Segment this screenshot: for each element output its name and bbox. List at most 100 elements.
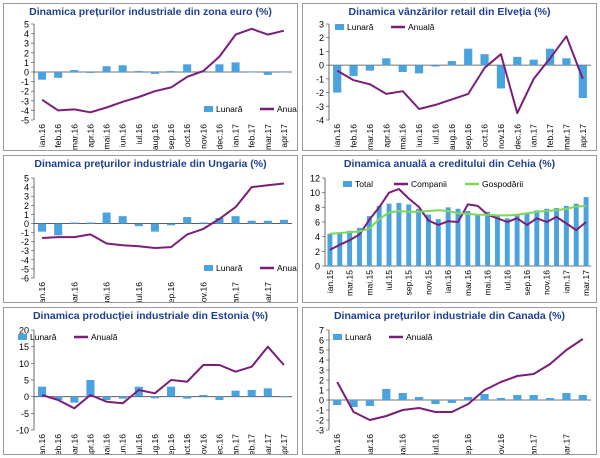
- x-tick-label: sep.16: [463, 124, 473, 150]
- x-tick-label: iul.16: [430, 434, 440, 455]
- bar-lunară: [349, 400, 358, 407]
- bar-lunară: [231, 216, 240, 224]
- y-tick-label: -6: [21, 274, 29, 284]
- bar-lunară: [118, 65, 127, 72]
- x-tick-label: apr.17: [578, 124, 588, 148]
- x-tick-label: sep.16: [166, 282, 176, 303]
- bar-total: [357, 227, 362, 266]
- line-anuală: [42, 182, 285, 249]
- x-tick-label: iul.16: [430, 124, 440, 145]
- y-tick-label: 10: [310, 188, 320, 198]
- x-tick-label: ian.17: [561, 270, 571, 293]
- x-tick-label: feb.17: [247, 124, 257, 148]
- chart-title: Dinamica prețurilor industriale din zona…: [29, 6, 272, 18]
- y-tick-label: 5: [24, 174, 29, 184]
- x-tick-label: mar.16: [463, 270, 473, 296]
- y-tick-label: -2: [316, 88, 324, 98]
- bar-lunară: [199, 395, 208, 397]
- bar-lunară: [215, 64, 224, 72]
- bar-total: [475, 214, 481, 266]
- bar-lunară: [70, 222, 79, 224]
- x-tick-label: mar.16: [365, 124, 375, 150]
- chart-panel-1: Dinamica prețurilor industriale din zona…: [3, 3, 298, 151]
- x-tick-label: mai.16: [483, 270, 493, 296]
- bar-total: [524, 212, 530, 266]
- y-tick-label: 3: [319, 20, 324, 30]
- bar-lunară: [447, 61, 456, 66]
- x-tick-label: ian.16: [332, 124, 342, 147]
- line-companii: [329, 188, 587, 251]
- x-tick-label: mai.16: [102, 282, 112, 303]
- y-tick-label: 20: [19, 326, 29, 336]
- bar-lunară: [562, 58, 571, 66]
- bar-total: [337, 232, 343, 266]
- bar-total: [435, 219, 441, 266]
- x-tick-label: feb.16: [53, 434, 63, 455]
- legend-label: Gospodării: [482, 179, 523, 189]
- bar-total: [583, 197, 589, 266]
- bar-lunară: [480, 394, 489, 400]
- bar-lunară: [183, 396, 192, 399]
- x-tick-label: ian.16: [37, 124, 47, 147]
- bar-lunară: [167, 386, 176, 397]
- x-tick-label: feb.16: [349, 124, 359, 148]
- line-gospodării: [329, 204, 587, 235]
- y-tick-label: -3: [21, 96, 29, 106]
- bar-lunară: [134, 71, 143, 72]
- bar-lunară: [167, 71, 176, 72]
- x-tick-label: nov.16: [198, 282, 208, 303]
- x-tick-label: nov.15: [423, 270, 433, 295]
- y-tick-label: -3: [316, 102, 324, 112]
- bar-lunară: [529, 395, 538, 400]
- y-tick-label: 2: [319, 376, 324, 386]
- x-tick-label: apr.16: [85, 434, 95, 455]
- bar-lunară: [414, 397, 424, 400]
- y-tick-label: 0: [24, 392, 29, 402]
- bar-lunară: [70, 396, 79, 403]
- bar-lunară: [382, 389, 391, 400]
- legend-swatch: [335, 24, 344, 30]
- y-tick-label: 1: [319, 386, 324, 396]
- legend-label: Anuală: [277, 104, 298, 114]
- x-tick-label: ian.17: [529, 434, 539, 455]
- x-tick-label: nov.16: [198, 434, 208, 455]
- bar-total: [416, 208, 422, 266]
- bar-total: [465, 211, 471, 266]
- x-tick-label: oct.16: [480, 124, 490, 147]
- legend-swatch: [204, 265, 213, 271]
- x-tick-label: mai.16: [398, 434, 408, 455]
- x-tick-label: nov.16: [542, 270, 552, 295]
- bar-lunară: [38, 386, 47, 397]
- bar-lunară: [150, 396, 159, 399]
- bar-lunară: [513, 56, 522, 66]
- legend-swatch: [204, 106, 213, 112]
- bar-lunară: [38, 72, 47, 80]
- line-anuală: [336, 338, 584, 421]
- bar-lunară: [215, 218, 224, 224]
- x-tick-label: mai.16: [102, 434, 112, 455]
- x-tick-label: mar.17: [263, 434, 273, 455]
- bar-total: [485, 211, 491, 266]
- y-tick-label: 0: [24, 219, 29, 229]
- bar-lunară: [398, 393, 407, 400]
- legend-swatch: [333, 334, 342, 340]
- x-tick-label: mai.16: [102, 124, 112, 150]
- y-tick-label: 1: [24, 58, 29, 68]
- chart-title: Dinamica vânzărilor retail din Elveția (…: [348, 6, 551, 18]
- legend-label: Lunară: [216, 104, 243, 114]
- x-tick-label: ian.16: [443, 270, 453, 293]
- bar-lunară: [464, 48, 473, 66]
- bar-total: [563, 205, 569, 266]
- chart-title: Dinamica anuală a creditului din Cehia (…: [343, 158, 556, 170]
- chart-czech-credit: 0 2 4 6 8 10 12 ian.15 mar.15 mai.15 iul.15 sep.15 n…: [310, 174, 591, 297]
- line-anuală: [336, 35, 584, 115]
- bar-lunară: [365, 65, 375, 71]
- bar-lunară: [150, 223, 159, 232]
- bar-lunară: [431, 400, 440, 404]
- x-tick-label: ian.17: [231, 434, 241, 455]
- bar-total: [347, 230, 353, 266]
- x-tick-label: sep.16: [522, 270, 532, 296]
- x-tick-label: iul.16: [134, 434, 144, 455]
- bar-lunară: [215, 396, 224, 400]
- bar-lunară: [414, 65, 424, 74]
